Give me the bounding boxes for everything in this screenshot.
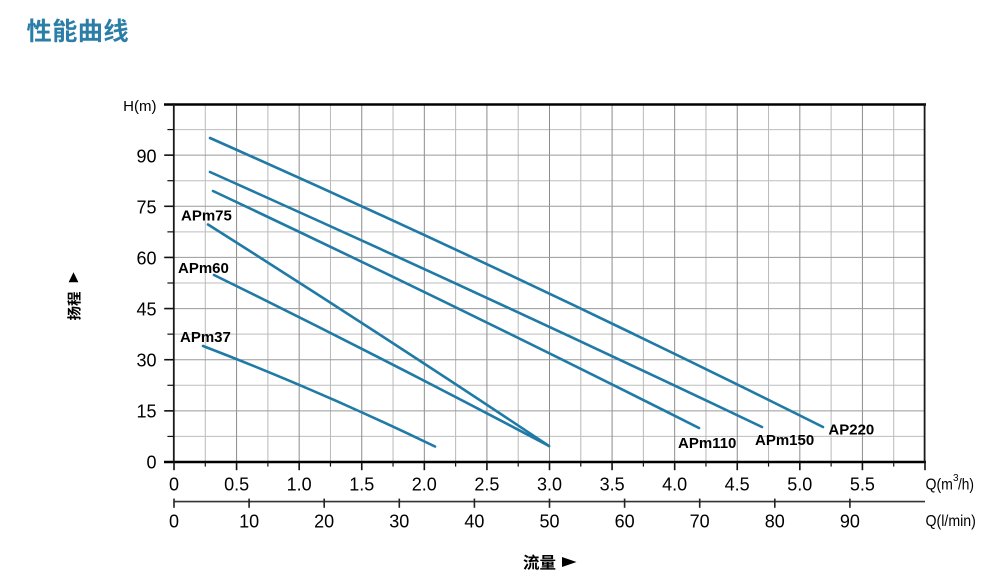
svg-text:45: 45 [136, 300, 156, 320]
svg-text:60: 60 [615, 512, 635, 532]
svg-text:75: 75 [136, 198, 156, 218]
svg-text:APm37: APm37 [180, 329, 231, 346]
svg-text:1.5: 1.5 [349, 474, 374, 494]
svg-text:H(m): H(m) [123, 98, 156, 115]
svg-text:70: 70 [690, 512, 710, 532]
svg-text:15: 15 [136, 402, 156, 422]
svg-text:60: 60 [136, 249, 156, 269]
svg-text:APm75: APm75 [181, 208, 232, 225]
svg-text:90: 90 [136, 147, 156, 167]
svg-text:20: 20 [314, 512, 334, 532]
svg-text:5.0: 5.0 [787, 474, 812, 494]
svg-text:Q(m: Q(m [926, 477, 953, 494]
svg-text:3: 3 [953, 473, 959, 484]
svg-text:APm110: APm110 [678, 435, 736, 452]
svg-text:3.0: 3.0 [537, 474, 562, 494]
svg-text:2.5: 2.5 [474, 474, 499, 494]
svg-text:1.0: 1.0 [287, 474, 312, 494]
svg-text:Q(l/min): Q(l/min) [926, 513, 976, 530]
svg-text:90: 90 [840, 512, 860, 532]
svg-text:4.5: 4.5 [725, 474, 750, 494]
svg-text:80: 80 [765, 512, 785, 532]
svg-text:APm150: APm150 [755, 432, 814, 449]
svg-text:50: 50 [539, 512, 559, 532]
svg-text:2.0: 2.0 [412, 474, 437, 494]
svg-text:30: 30 [389, 512, 409, 532]
svg-text:0.5: 0.5 [224, 474, 249, 494]
svg-text:AP220: AP220 [828, 421, 874, 438]
svg-text:/h): /h) [958, 477, 974, 494]
svg-text:5.5: 5.5 [850, 474, 875, 494]
svg-text:4.0: 4.0 [662, 474, 687, 494]
svg-text:APm60: APm60 [178, 260, 229, 277]
svg-text:3.5: 3.5 [600, 474, 625, 494]
svg-text:10: 10 [239, 512, 259, 532]
svg-text:0: 0 [169, 474, 179, 494]
svg-text:30: 30 [136, 351, 156, 371]
svg-text:40: 40 [464, 512, 484, 532]
svg-text:0: 0 [146, 453, 156, 473]
svg-text:0: 0 [169, 512, 179, 532]
